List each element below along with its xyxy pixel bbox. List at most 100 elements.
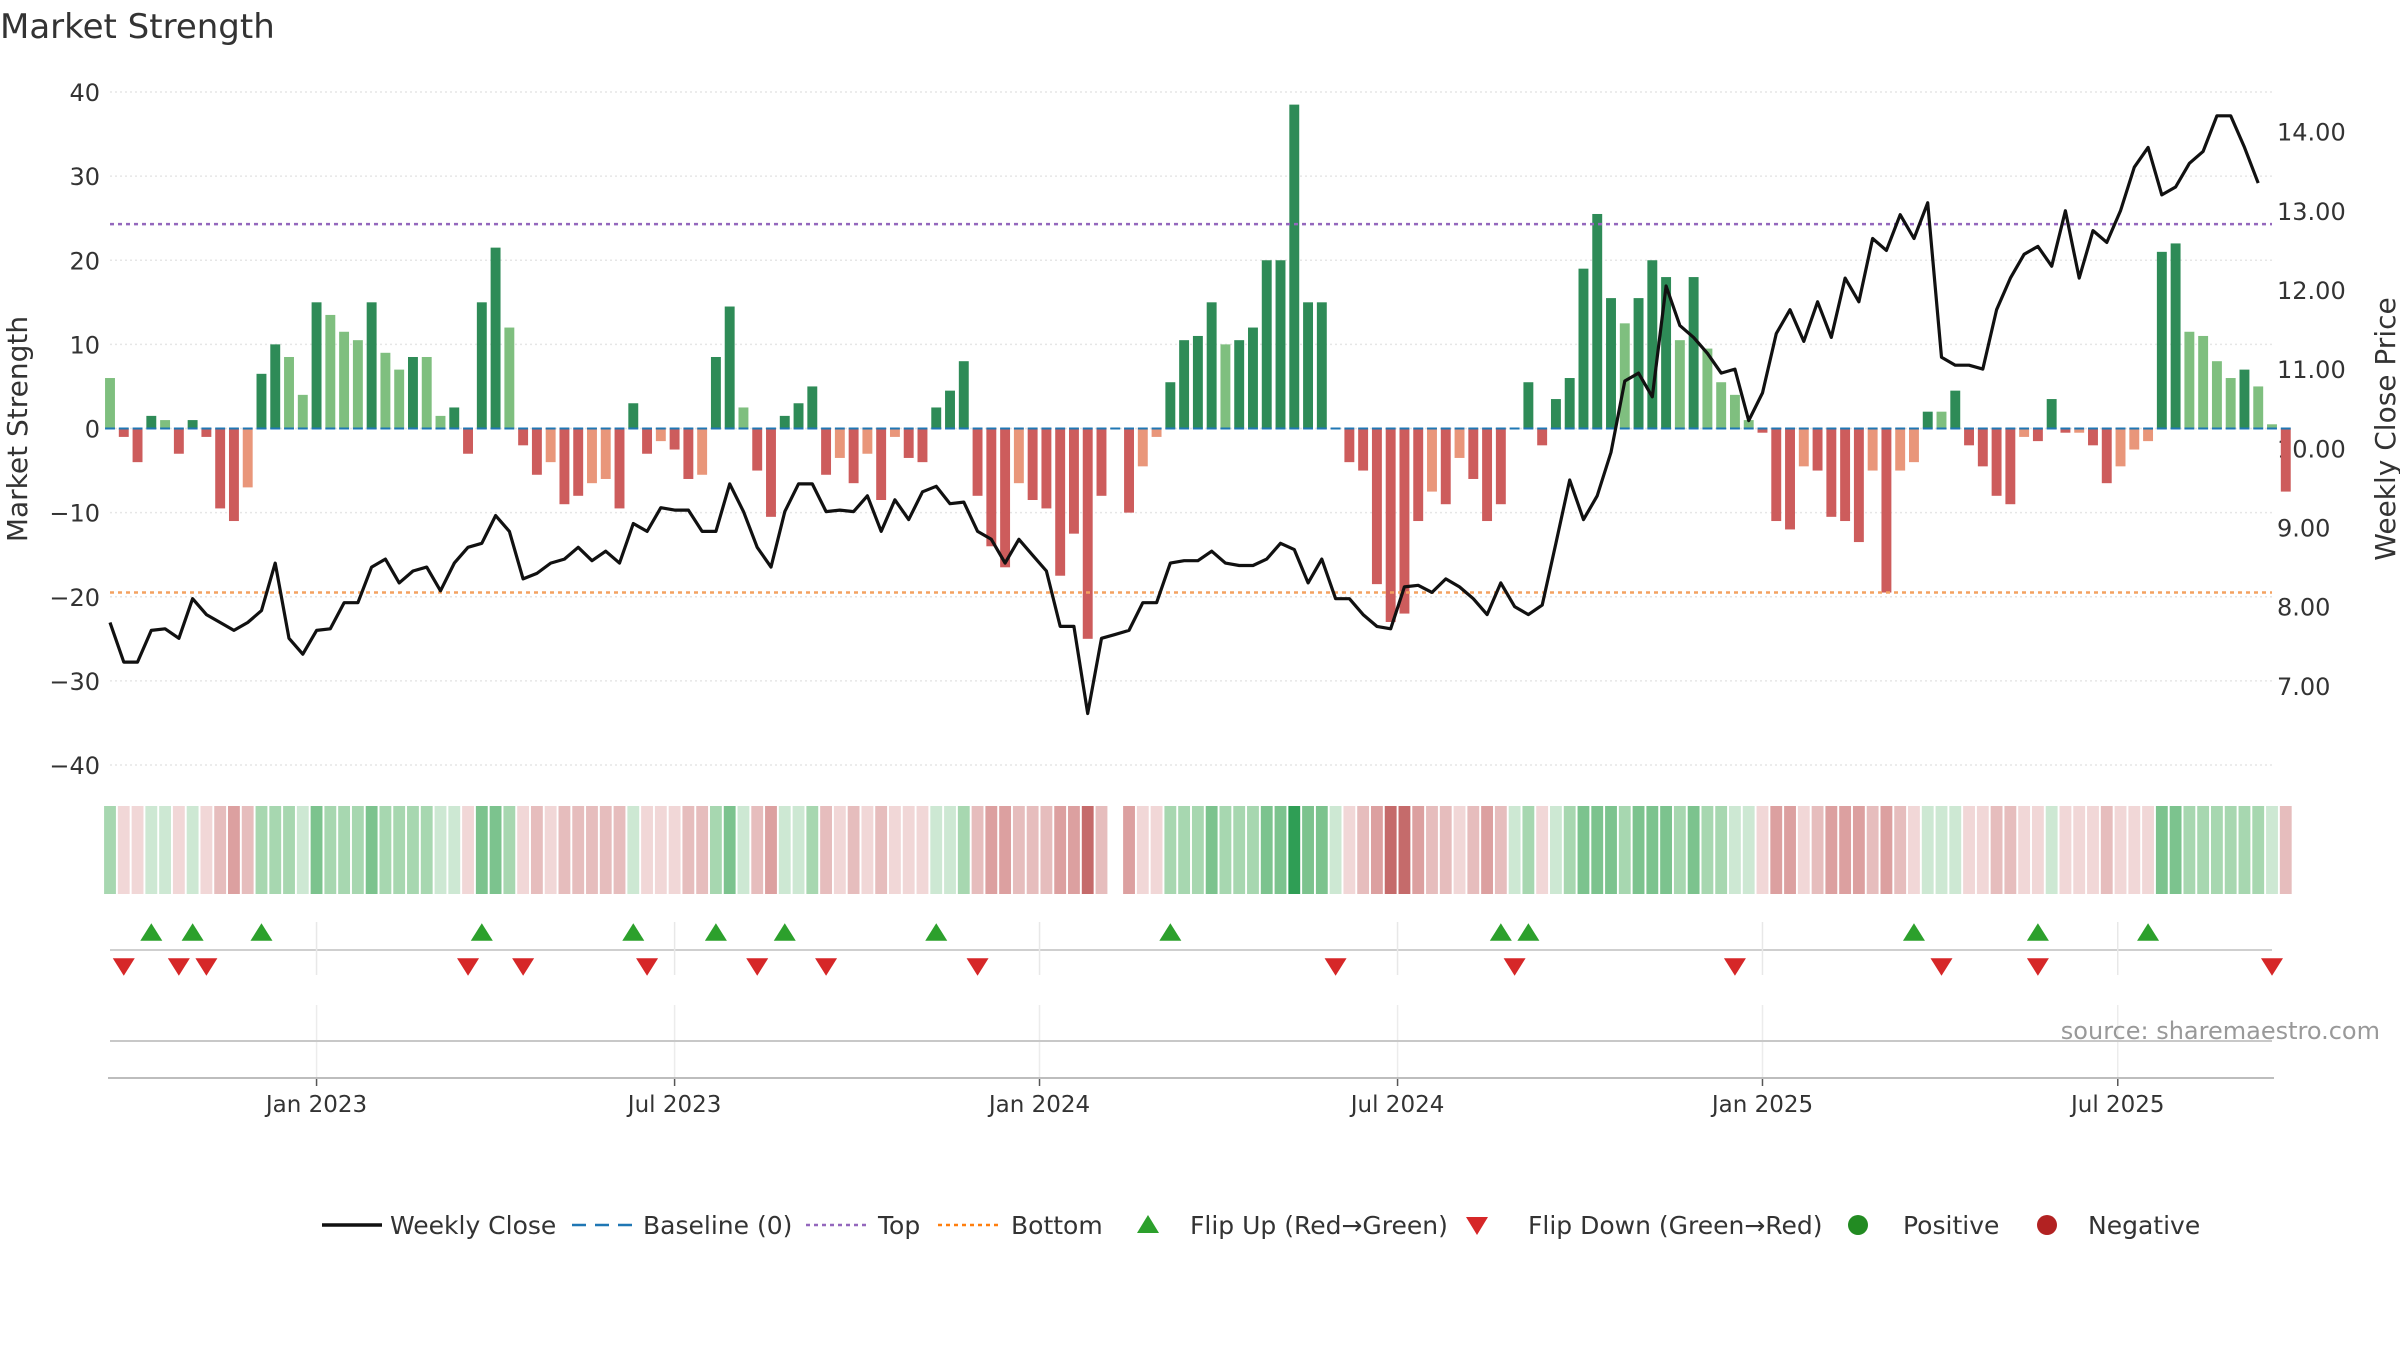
reference-lines (110, 222, 2272, 594)
flip-up-marker (2137, 923, 2160, 941)
strength-bar (1853, 428, 1864, 543)
strength-bar (642, 428, 653, 454)
x-tick-label: Jan 2025 (1710, 1092, 1813, 1118)
regime-cell (1481, 806, 1493, 894)
strength-bar (2198, 335, 2209, 429)
regime-cell (310, 806, 323, 894)
strength-bar (834, 428, 845, 458)
strength-bar (1013, 428, 1024, 484)
regime-cell (558, 806, 571, 894)
strength-bar (118, 428, 129, 437)
regime-cell (2045, 806, 2058, 894)
strength-bar (394, 369, 405, 429)
regime-cell (448, 806, 461, 894)
regime-cell (682, 806, 695, 894)
regime-cell (1288, 806, 1301, 894)
strength-bar (1674, 340, 1685, 429)
flip-down-marker (1723, 958, 1746, 976)
regime-cell (255, 806, 268, 894)
regime-cell (1866, 806, 1879, 894)
regime-cell (999, 806, 1012, 894)
regime-cell (338, 806, 351, 894)
y-tick-label: −40 (49, 752, 100, 780)
y-tick-label: 20 (69, 247, 100, 275)
regime-cell (1577, 806, 1590, 894)
strength-bar (1220, 344, 1231, 429)
regime-cell (985, 806, 998, 894)
strength-bar (697, 428, 708, 475)
strength-bar (366, 302, 377, 429)
strength-bar (1468, 428, 1479, 479)
regime-cell (351, 806, 364, 894)
regime-cell (1054, 806, 1067, 894)
regime-cell (627, 806, 640, 894)
regime-cell (1852, 806, 1865, 894)
flip-down-marker (2026, 958, 2049, 976)
regime-cell (2197, 806, 2210, 894)
strength-bar (201, 428, 212, 437)
regime-cell (1605, 806, 1617, 894)
regime-cell (1329, 806, 1342, 894)
regime-cell (104, 806, 116, 894)
strength-bar (1495, 428, 1506, 505)
strength-bar (903, 428, 914, 458)
strength-bar (821, 428, 832, 475)
regime-cell (613, 806, 626, 894)
strength-bar (228, 428, 239, 522)
strength-bar (862, 428, 873, 454)
regime-cell (654, 806, 667, 894)
regime-cell (1205, 806, 1218, 894)
strength-bar (1729, 394, 1740, 429)
regime-cell (1536, 806, 1549, 894)
strength-bar (1785, 428, 1795, 530)
flip-up-marker (1902, 923, 1925, 941)
regime-cell (820, 806, 832, 894)
regime-cell (1178, 806, 1191, 894)
regime-cell (2183, 806, 2196, 894)
strength-bar (1716, 382, 1727, 429)
regime-cell (1233, 806, 1246, 894)
regime-cell (1660, 806, 1673, 894)
regime-cell (1563, 806, 1576, 894)
regime-cell (1247, 806, 1259, 894)
flip-down-marker (1930, 958, 1953, 976)
strength-bar (1027, 428, 1038, 501)
regime-cell (1990, 806, 2003, 894)
x-tick-label: Jul 2023 (626, 1092, 722, 1118)
strength-bar (1606, 298, 1616, 429)
regime-cell (1729, 806, 1741, 894)
strength-bar (1743, 420, 1754, 429)
flip-up-marker (1159, 923, 1182, 941)
x-tick-label: Jul 2024 (1349, 1092, 1445, 1118)
y2-tick-label: 14.00 (2277, 119, 2346, 147)
legend-label: Flip Down (Green→Red) (1528, 1211, 1823, 1240)
regime-cell (241, 806, 254, 894)
strength-bar (1413, 428, 1424, 522)
strength-bar (2267, 424, 2277, 429)
flip-down-marker (512, 958, 535, 976)
strength-bar (2129, 428, 2140, 450)
regime-cell (2087, 806, 2099, 894)
regime-cell (530, 806, 543, 894)
strength-bar (105, 378, 115, 429)
strength-bar (1440, 428, 1451, 505)
strength-bar (559, 428, 570, 505)
y2-axis-label: Weekly Close Price (2369, 297, 2400, 560)
strength-bar (1867, 428, 1878, 471)
strength-bar (1633, 298, 1644, 429)
strength-bar (2088, 428, 2098, 446)
regime-cell (1935, 806, 1948, 894)
regime-cell (131, 806, 144, 894)
regime-cell (778, 806, 791, 894)
legend-label: Weekly Close (390, 1211, 556, 1240)
strength-bar (1619, 323, 1630, 429)
flip-down-marker (815, 958, 838, 976)
regime-cell (709, 806, 722, 894)
regime-cell (462, 806, 474, 894)
strength-bar (476, 302, 487, 429)
regime-cell (2252, 806, 2265, 894)
regime-cell (792, 806, 805, 894)
strength-bar (945, 390, 955, 429)
regime-cell (1191, 806, 1204, 894)
